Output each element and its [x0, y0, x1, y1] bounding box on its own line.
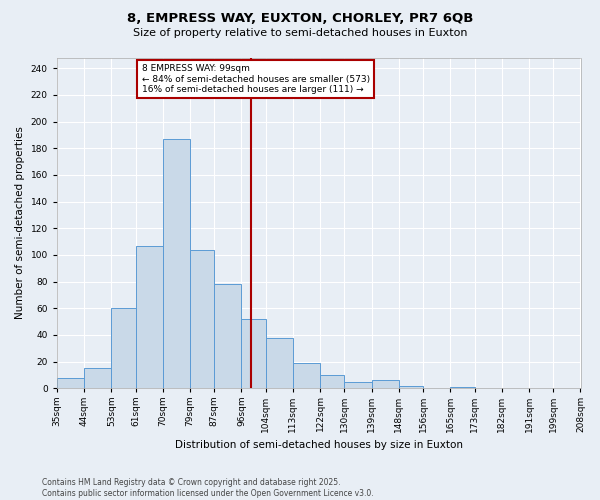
Bar	[371, 380, 399, 388]
Bar	[163, 139, 190, 388]
Bar	[266, 338, 293, 388]
Bar	[112, 308, 136, 388]
X-axis label: Distribution of semi-detached houses by size in Euxton: Distribution of semi-detached houses by …	[175, 440, 463, 450]
Bar	[241, 319, 266, 388]
Bar	[451, 387, 475, 388]
Text: 8, EMPRESS WAY, EUXTON, CHORLEY, PR7 6QB: 8, EMPRESS WAY, EUXTON, CHORLEY, PR7 6QB	[127, 12, 473, 26]
Bar	[57, 378, 84, 388]
Bar	[84, 368, 112, 388]
Bar	[190, 250, 214, 388]
Bar	[344, 382, 371, 388]
Text: Size of property relative to semi-detached houses in Euxton: Size of property relative to semi-detach…	[133, 28, 467, 38]
Text: Contains HM Land Registry data © Crown copyright and database right 2025.
Contai: Contains HM Land Registry data © Crown c…	[42, 478, 374, 498]
Bar	[136, 246, 163, 388]
Y-axis label: Number of semi-detached properties: Number of semi-detached properties	[15, 126, 25, 320]
Bar	[320, 375, 344, 388]
Bar	[214, 284, 241, 389]
Bar	[399, 386, 423, 388]
Text: 8 EMPRESS WAY: 99sqm
← 84% of semi-detached houses are smaller (573)
16% of semi: 8 EMPRESS WAY: 99sqm ← 84% of semi-detac…	[142, 64, 370, 94]
Bar	[293, 363, 320, 388]
